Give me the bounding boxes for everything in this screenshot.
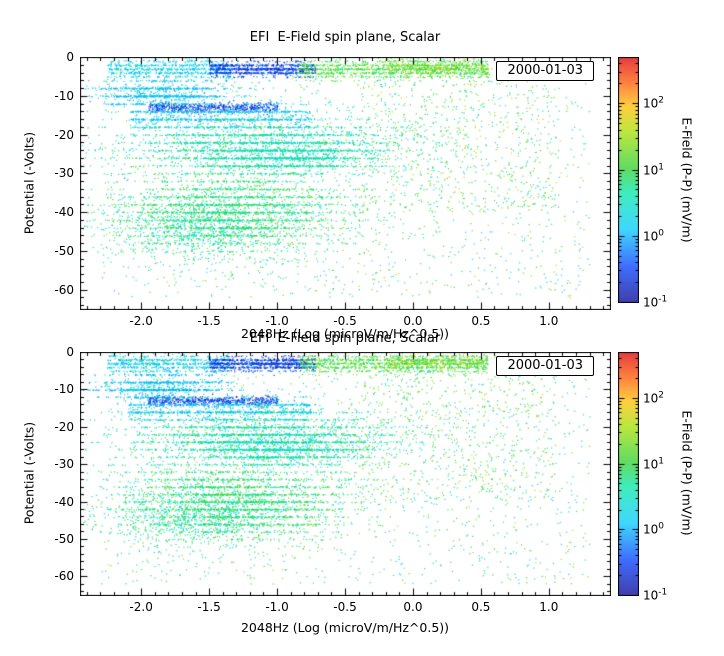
scatter-plot-canvas <box>80 57 611 310</box>
colorbar-label: E-Field (P-P) (mV/m) <box>679 410 695 536</box>
colorbar-tick-label: 102 <box>643 390 665 406</box>
y-tick-label: -50 <box>54 243 74 258</box>
x-tick-label: -1.0 <box>265 314 289 328</box>
date-label: 2000-01-03 <box>496 356 594 376</box>
x-tick-label: 0.5 <box>471 600 491 614</box>
x-tick-label: -2.0 <box>129 600 153 614</box>
y-tick-label: -20 <box>54 419 74 434</box>
x-axis-label: 2048Hz (Log (microV/m/Hz^0.5)) <box>240 620 450 635</box>
y-tick-label: -20 <box>54 127 74 142</box>
colorbar-tick-label: 10-1 <box>643 294 668 310</box>
x-axis-label: 2048Hz (Log (microV/m/Hz^0.5)) <box>240 326 450 341</box>
y-tick-label: -40 <box>54 205 74 220</box>
y-tick-label: -60 <box>54 282 74 297</box>
colorbar-tick-label: 101 <box>643 456 665 472</box>
x-tick-label: 1.0 <box>539 314 559 328</box>
y-tick-label: -60 <box>54 569 74 584</box>
x-tick-label: 1.0 <box>539 600 559 614</box>
panel-title: EFI E-Field spin plane, Scalar <box>249 331 441 346</box>
x-tick-label: -2.0 <box>129 314 153 328</box>
scatter-plot-canvas <box>80 352 611 596</box>
x-tick-label: -1.0 <box>265 600 289 614</box>
x-tick-label: -1.5 <box>197 314 221 328</box>
x-tick-label: -0.5 <box>333 600 357 614</box>
colorbar-canvas <box>618 352 639 596</box>
colorbar-label: E-Field (P-P) (mV/m) <box>679 117 695 243</box>
y-axis-label: Potential (-Volts) <box>21 421 37 525</box>
colorbar-tick-label: 102 <box>643 95 665 111</box>
panel-title: EFI E-Field spin plane, Scalar <box>249 30 441 45</box>
colorbar-tick-label: 100 <box>643 228 665 244</box>
colorbar-canvas <box>618 57 639 303</box>
date-label: 2000-01-03 <box>496 61 594 81</box>
y-tick-label: -30 <box>54 457 74 472</box>
colorbar-tick-label: 100 <box>643 521 665 537</box>
x-tick-label: -1.5 <box>197 600 221 614</box>
y-tick-label: -50 <box>54 531 74 546</box>
y-tick-label: 0 <box>66 50 74 64</box>
y-tick-label: 0 <box>66 345 74 359</box>
y-tick-label: -10 <box>54 382 74 397</box>
y-tick-label: -10 <box>54 88 74 103</box>
colorbar-tick-label: 101 <box>643 162 665 178</box>
y-tick-label: -40 <box>54 494 74 509</box>
x-tick-label: -0.5 <box>333 314 357 328</box>
x-tick-label: 0.0 <box>403 314 423 328</box>
x-tick-label: 0.5 <box>471 314 491 328</box>
y-tick-label: -30 <box>54 166 74 181</box>
colorbar-tick-label: 10-1 <box>643 587 668 603</box>
x-tick-label: 0.0 <box>403 600 423 614</box>
